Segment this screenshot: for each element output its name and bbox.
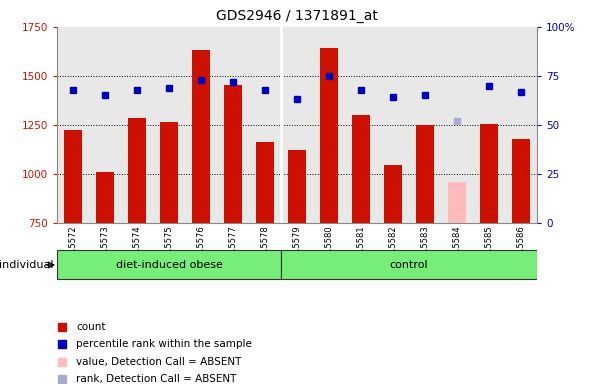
Text: control: control	[389, 260, 428, 270]
Bar	[352, 115, 370, 223]
Bar	[64, 130, 82, 223]
Bar	[96, 172, 114, 223]
Bar	[224, 84, 242, 223]
Bar	[256, 142, 274, 223]
Text: percentile rank within the sample: percentile rank within the sample	[76, 339, 252, 349]
Text: value, Detection Call = ABSENT: value, Detection Call = ABSENT	[76, 357, 242, 367]
Text: diet-induced obese: diet-induced obese	[116, 260, 223, 270]
Bar	[512, 139, 530, 223]
Bar	[160, 122, 178, 223]
Bar	[288, 150, 306, 223]
Bar	[384, 165, 402, 223]
FancyBboxPatch shape	[281, 250, 537, 280]
Bar	[448, 182, 466, 223]
Text: count: count	[76, 322, 106, 332]
Bar	[192, 50, 210, 223]
Bar	[416, 125, 434, 223]
FancyBboxPatch shape	[57, 250, 281, 280]
Bar	[480, 124, 498, 223]
Bar	[128, 118, 146, 223]
Bar	[320, 48, 338, 223]
Text: individual: individual	[0, 260, 54, 270]
Text: rank, Detection Call = ABSENT: rank, Detection Call = ABSENT	[76, 374, 236, 384]
Title: GDS2946 / 1371891_at: GDS2946 / 1371891_at	[216, 9, 378, 23]
